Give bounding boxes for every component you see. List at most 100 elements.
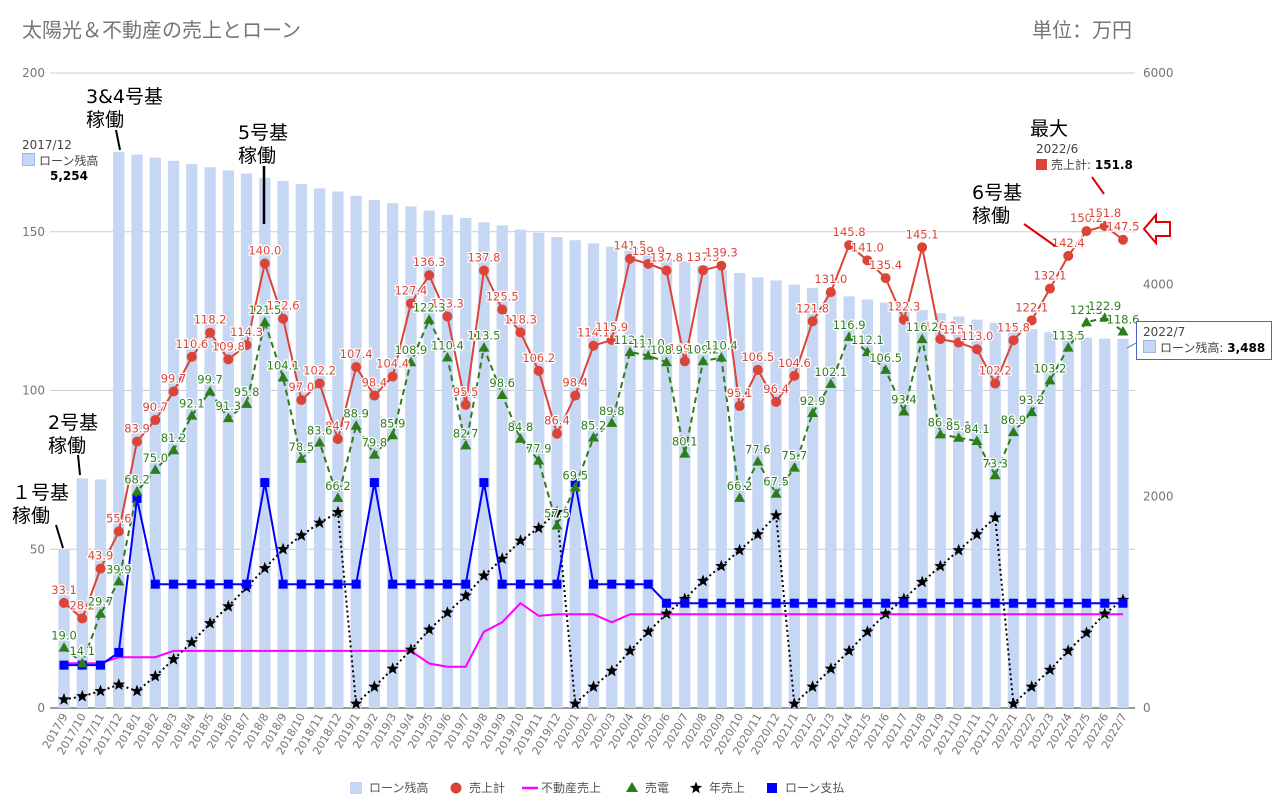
- point-loan-payment: [698, 598, 708, 608]
- point-total-sales: [186, 351, 197, 362]
- data-label-power-sales: 86.9: [1001, 413, 1027, 427]
- pointer-unit2: [77, 454, 81, 476]
- data-label-total-sales: 141.0: [851, 240, 884, 254]
- bar: [642, 253, 654, 708]
- point-yearly-sales: [258, 561, 271, 574]
- point-total-sales: [424, 270, 435, 281]
- point-power-sales: [496, 389, 508, 399]
- point-power-sales: [405, 356, 417, 367]
- right-tick-label: 6000: [1143, 66, 1174, 80]
- legend-label: 不動産売上: [541, 780, 601, 795]
- data-label-total-sales: 122.3: [887, 300, 920, 314]
- data-label-power-sales: 113.5: [467, 329, 500, 343]
- point-yearly-sales: [842, 644, 856, 657]
- bar: [898, 306, 910, 708]
- point-power-sales: [715, 351, 727, 362]
- data-label-total-sales: 110.6: [175, 337, 208, 351]
- annotation-unit6: 6号基 稼働: [972, 182, 1023, 227]
- data-label-power-sales: 95.8: [234, 385, 260, 399]
- data-label-total-sales: 139.9: [632, 244, 665, 258]
- data-label-total-sales: 86.4: [544, 414, 570, 428]
- point-loan-payment: [534, 579, 544, 589]
- point-total-sales: [533, 365, 544, 376]
- point-yearly-sales: [715, 559, 728, 572]
- point-loan-payment: [187, 579, 197, 589]
- bar: [58, 549, 70, 708]
- point-loan-payment: [844, 598, 854, 608]
- data-label-total-sales: 127.4: [394, 284, 427, 298]
- data-label-power-sales: 66.2: [325, 479, 351, 493]
- data-label-power-sales: 75.0: [142, 451, 168, 465]
- left-tick-label: 50: [30, 542, 45, 556]
- left-tick-label: 150: [22, 225, 45, 239]
- data-label-power-sales: 92.9: [800, 394, 826, 408]
- point-loan-payment: [643, 579, 653, 589]
- data-label-power-sales: 122.3: [413, 301, 446, 315]
- point-total-sales: [460, 399, 471, 410]
- data-label-total-sales: 145.1: [906, 227, 939, 241]
- point-power-sales: [697, 355, 709, 366]
- tooltip-left-date: 2017/12: [22, 138, 72, 152]
- tooltip-left: 2017/12 ローン残高 5,254: [22, 138, 99, 183]
- bar: [496, 225, 508, 708]
- point-power-sales: [1007, 426, 1019, 437]
- point-total-sales: [588, 340, 599, 351]
- point-loan-payment: [1100, 598, 1110, 608]
- bar: [514, 229, 527, 708]
- point-yearly-sales: [678, 592, 691, 605]
- point-power-sales: [204, 385, 216, 396]
- point-total-sales: [95, 563, 106, 574]
- point-total-sales: [734, 401, 745, 412]
- data-label-total-sales: 84.7: [325, 419, 351, 433]
- point-total-sales: [132, 436, 143, 447]
- point-loan-payment: [680, 598, 690, 608]
- bar: [1026, 329, 1038, 708]
- point-yearly-sales: [1025, 680, 1038, 693]
- bar: [934, 313, 947, 708]
- data-label-power-sales: 91.3: [216, 399, 242, 413]
- bar: [131, 154, 143, 708]
- point-power-sales: [551, 519, 563, 530]
- data-label-power-sales: 81.2: [161, 431, 187, 445]
- data-label-power-sales: 121.5: [248, 303, 281, 317]
- point-loan-payment: [260, 478, 270, 488]
- bar: [1044, 332, 1056, 708]
- bar: [76, 478, 88, 708]
- point-total-sales: [661, 265, 672, 276]
- point-loan-payment: [735, 598, 745, 608]
- data-label-power-sales: 82.7: [453, 426, 479, 440]
- point-loan-payment: [881, 598, 891, 608]
- bar: [533, 232, 545, 708]
- point-total-sales: [168, 386, 179, 397]
- point-total-sales: [862, 255, 873, 266]
- point-loan-payment: [424, 579, 434, 589]
- data-label-total-sales: 137.8: [650, 250, 683, 264]
- bar: [806, 287, 819, 708]
- data-label-total-sales: 115.9: [595, 320, 628, 334]
- point-power-sales: [1062, 342, 1074, 352]
- point-loan-payment: [1081, 598, 1091, 608]
- data-label-total-sales: 141.5: [614, 239, 647, 253]
- data-label-power-sales: 98.6: [489, 376, 515, 390]
- point-power-sales: [1044, 374, 1056, 385]
- point-loan-payment: [607, 579, 617, 589]
- point-loan-payment: [826, 598, 836, 608]
- data-label-power-sales: 69.5: [562, 468, 588, 482]
- left-tick-label: 100: [22, 384, 45, 398]
- point-yearly-sales: [441, 606, 454, 618]
- point-total-sales: [241, 340, 252, 351]
- data-label-total-sales: 132.1: [1033, 269, 1066, 283]
- data-label-total-sales: 95.5: [453, 385, 479, 399]
- data-label-power-sales: 75.7: [782, 449, 808, 463]
- data-label-total-sales: 122.6: [267, 299, 300, 313]
- point-loan-payment: [461, 579, 471, 589]
- point-power-sales: [588, 431, 599, 442]
- point-total-sales: [223, 354, 234, 365]
- point-yearly-sales: [751, 527, 764, 540]
- point-total-sales: [205, 327, 216, 338]
- data-label-total-sales: 140.0: [248, 244, 281, 258]
- data-label-power-sales: 110.4: [705, 338, 738, 352]
- data-label-total-sales: 147.5: [1107, 220, 1140, 234]
- point-yearly-sales: [1062, 644, 1075, 657]
- point-yearly-sales: [952, 543, 965, 556]
